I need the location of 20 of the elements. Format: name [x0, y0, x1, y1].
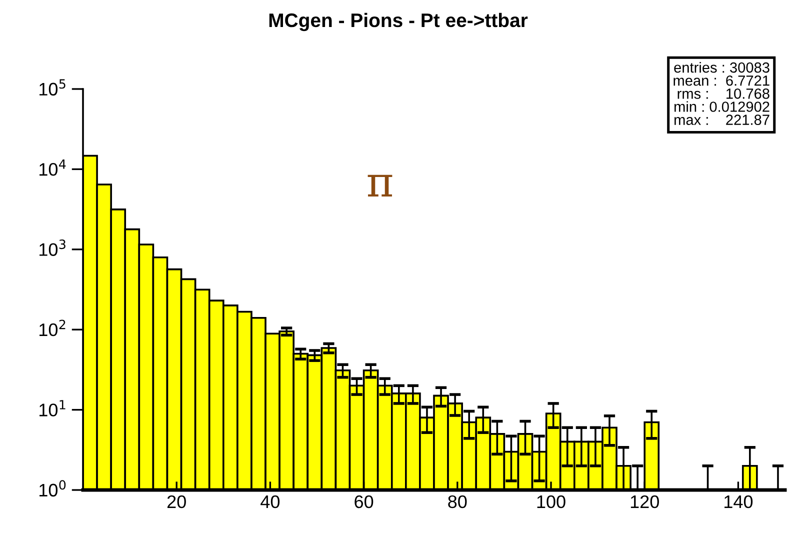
text: mean : 6.7721 — [674, 75, 770, 86]
y-tick-label: 10$^{0}$ — [40, 480, 66, 497]
x-tick-label: 20 — [167, 495, 186, 508]
x-tick-label: 120 — [630, 495, 659, 508]
annotation: min : 0.012902 — [674, 101, 770, 112]
y-tick-label: 10$^{1}$ — [40, 400, 66, 416]
y-tick-label: 10$^{4}$ — [40, 159, 66, 176]
y-tick-label: 10$^{3}$ — [40, 240, 66, 256]
x-tick-label: 140 — [724, 495, 753, 508]
x-tick-label: 40 — [260, 495, 280, 508]
x-tick-label: 100 — [537, 495, 566, 508]
x-tick-label: 80 — [448, 495, 467, 508]
chart-title: MCgen - Pions - Pt ee->ttbar — [269, 12, 528, 32]
annotation: rms : 10.768 — [678, 88, 770, 99]
text: entries : 30083 — [674, 62, 770, 73]
y-tick-label: 10$^{5}$ — [40, 79, 66, 96]
y-tick-label: 10$^{2}$ — [40, 320, 66, 336]
annotation: π — [368, 174, 392, 196]
x-tick-label: 60 — [354, 495, 374, 508]
annotation: max : 221.87 — [674, 114, 770, 125]
